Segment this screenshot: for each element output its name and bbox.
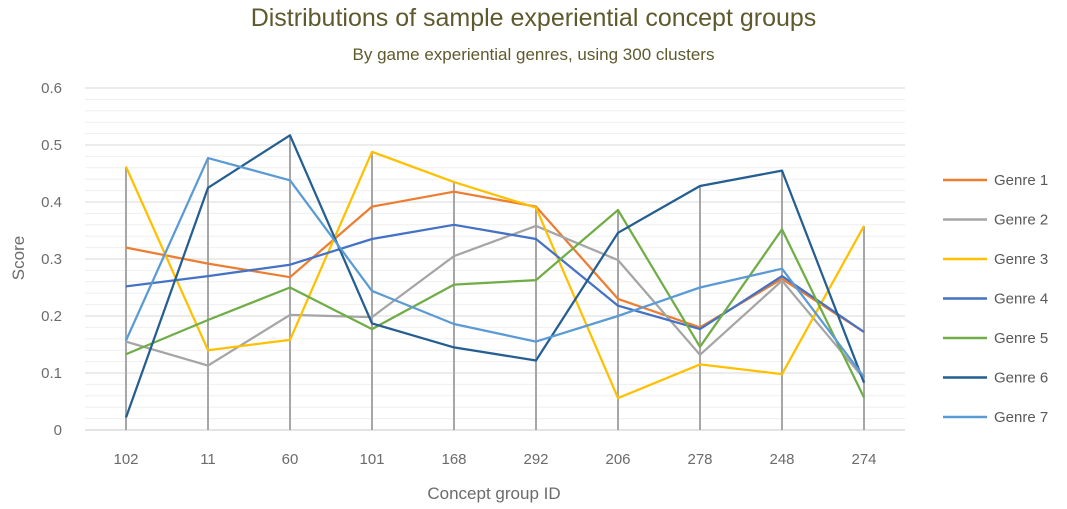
x-tick-label: 278 xyxy=(687,451,712,468)
legend-label: Genre 6 xyxy=(994,370,1048,387)
legend: Genre 1 Genre 2 Genre 3 Genre 4 Genre 5 Genre… xyxy=(943,172,1048,426)
series-line-genre-3 xyxy=(124,150,865,400)
x-tick-label: 102 xyxy=(113,451,138,468)
series-line-genre-7 xyxy=(124,156,865,378)
y-tick-label: 0.4 xyxy=(41,194,62,211)
x-tick-label: 292 xyxy=(523,451,548,468)
legend-label: Genre 3 xyxy=(994,251,1048,268)
y-tick-label: 0.3 xyxy=(41,251,62,268)
legend-label: Genre 5 xyxy=(994,330,1048,347)
x-tick-label: 206 xyxy=(605,451,630,468)
x-axis-title: Concept group ID xyxy=(427,484,560,503)
y-tick-label: 0.5 xyxy=(41,137,62,154)
series-line-genre-4 xyxy=(125,223,865,333)
x-tick-label: 11 xyxy=(200,451,216,468)
y-tick-label: 0.1 xyxy=(41,365,62,382)
series-line-genre-1 xyxy=(125,190,865,333)
series-line-genre-6 xyxy=(124,134,866,418)
x-tick-label: 248 xyxy=(769,451,794,468)
x-tick-label: 101 xyxy=(359,451,384,468)
y-tick-label: 0 xyxy=(54,422,62,439)
x-tick-label: 168 xyxy=(441,451,466,468)
series-line-genre-5 xyxy=(125,208,866,398)
legend-label: Genre 1 xyxy=(994,172,1048,189)
x-tick-label: 60 xyxy=(282,451,299,468)
legend-label: Genre 7 xyxy=(994,409,1048,426)
y-axis-title: Score xyxy=(9,236,28,280)
series-lines xyxy=(124,134,866,418)
y-tick-label: 0.6 xyxy=(41,80,62,97)
y-tick-label: 0.2 xyxy=(41,308,62,325)
y-axis-ticks: 0 0.1 0.2 0.3 0.4 0.5 0.6 xyxy=(41,80,62,439)
legend-label: Genre 2 xyxy=(994,212,1048,229)
x-axis-ticks: 102 11 60 101 168 292 206 278 248 274 xyxy=(113,451,876,468)
legend-label: Genre 4 xyxy=(994,291,1048,308)
chart-title: Distributions of sample experiential con… xyxy=(250,4,817,32)
x-tick-label: 274 xyxy=(851,451,876,468)
series-line-genre-2 xyxy=(125,224,865,380)
chart-subtitle: By game experiential genres, using 300 c… xyxy=(352,45,715,64)
